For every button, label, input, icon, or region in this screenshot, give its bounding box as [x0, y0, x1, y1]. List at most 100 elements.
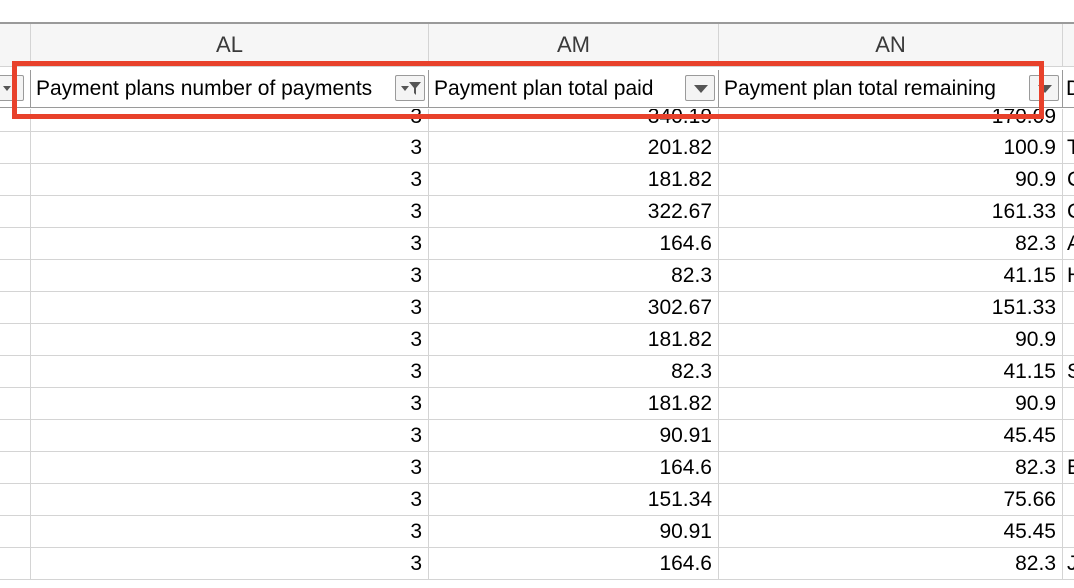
- cell-al[interactable]: 3: [31, 132, 429, 163]
- cell-an[interactable]: 161.33: [719, 196, 1063, 227]
- cell-partial[interactable]: [0, 548, 31, 579]
- cell-partial[interactable]: [0, 516, 31, 547]
- column-letter-al[interactable]: AL: [31, 24, 429, 66]
- cell-an[interactable]: 170.09: [719, 109, 1063, 131]
- cell-partial[interactable]: [0, 228, 31, 259]
- dropdown-arrow-icon[interactable]: [0, 75, 24, 101]
- cell-al[interactable]: 3: [31, 516, 429, 547]
- table-row[interactable]: 3 90.91 45.45: [0, 516, 1074, 548]
- dropdown-arrow-icon[interactable]: [1029, 75, 1059, 101]
- cell-an[interactable]: 90.9: [719, 388, 1063, 419]
- table-row[interactable]: 3 201.82 100.9 T: [0, 132, 1074, 164]
- cell-am[interactable]: 90.91: [429, 516, 719, 547]
- cell-am[interactable]: 181.82: [429, 324, 719, 355]
- cell-an[interactable]: 82.3: [719, 548, 1063, 579]
- cell-am[interactable]: 181.82: [429, 388, 719, 419]
- cell-am[interactable]: 164.6: [429, 548, 719, 579]
- cell-am[interactable]: 164.6: [429, 228, 719, 259]
- cell-al[interactable]: 3: [31, 324, 429, 355]
- column-letter-partial[interactable]: [0, 24, 31, 66]
- cell-partial[interactable]: [0, 324, 31, 355]
- cell-al[interactable]: 3: [31, 548, 429, 579]
- cell-partial[interactable]: [0, 356, 31, 387]
- cell-ao[interactable]: J: [1067, 552, 1074, 575]
- cell-partial[interactable]: [0, 164, 31, 195]
- table-row[interactable]: 3 164.6 82.3 J: [0, 548, 1074, 580]
- cell-al[interactable]: 3: [31, 356, 429, 387]
- column-letter-an[interactable]: AN: [719, 24, 1063, 66]
- cell-ao[interactable]: [1063, 292, 1074, 323]
- cell-am[interactable]: 181.82: [429, 164, 719, 195]
- cell-ao[interactable]: [1063, 516, 1074, 547]
- table-row-partial[interactable]: 3 340.19 170.09: [0, 109, 1074, 132]
- cell-partial[interactable]: [0, 292, 31, 323]
- cell-partial[interactable]: [0, 132, 31, 163]
- cell-am[interactable]: 82.3: [429, 260, 719, 291]
- cell-am[interactable]: 201.82: [429, 132, 719, 163]
- column-letter-am[interactable]: AM: [429, 24, 719, 66]
- header-cell-partial[interactable]: [0, 70, 31, 108]
- cell-an[interactable]: 82.3: [719, 228, 1063, 259]
- cell-ao[interactable]: [1063, 484, 1074, 515]
- column-letter-ao[interactable]: [1063, 24, 1074, 66]
- cell-al[interactable]: 3: [31, 452, 429, 483]
- table-row[interactable]: 3 181.82 90.9: [0, 324, 1074, 356]
- cell-ao[interactable]: A: [1063, 228, 1074, 259]
- filter-funnel-icon[interactable]: [395, 75, 425, 101]
- header-cell-payment-plan-total-remaining[interactable]: Payment plan total remaining: [719, 70, 1063, 108]
- cell-an[interactable]: 90.9: [719, 324, 1063, 355]
- cell-an[interactable]: 41.15: [719, 260, 1063, 291]
- cell-al[interactable]: 3: [31, 228, 429, 259]
- cell-am[interactable]: 151.34: [429, 484, 719, 515]
- cell-an[interactable]: 151.33: [719, 292, 1063, 323]
- dropdown-arrow-icon[interactable]: [685, 75, 715, 101]
- cell-an[interactable]: 45.45: [719, 420, 1063, 451]
- table-row[interactable]: 3 90.91 45.45: [0, 420, 1074, 452]
- cell-ao[interactable]: [1063, 388, 1074, 419]
- cell-ao[interactable]: C: [1063, 196, 1074, 227]
- cell-an[interactable]: 45.45: [719, 516, 1063, 547]
- cell-partial[interactable]: [0, 484, 31, 515]
- header-cell-payment-plans-number[interactable]: Payment plans number of payments: [31, 70, 429, 108]
- table-row[interactable]: 382.341.15S: [0, 356, 1074, 388]
- cell-am[interactable]: 322.67: [429, 196, 719, 227]
- cell-ao[interactable]: [1063, 324, 1074, 355]
- cell-am[interactable]: 164.6: [429, 452, 719, 483]
- cell-an[interactable]: 100.9: [719, 132, 1063, 163]
- cell-al[interactable]: 3: [31, 196, 429, 227]
- header-cell-ao[interactable]: D: [1063, 70, 1074, 108]
- cell-partial[interactable]: [0, 260, 31, 291]
- cell-partial[interactable]: [0, 452, 31, 483]
- cell-ao[interactable]: S: [1063, 356, 1074, 387]
- table-row[interactable]: 3 302.67 151.33: [0, 292, 1074, 324]
- cell-partial[interactable]: [0, 109, 31, 131]
- cell-al[interactable]: 3: [31, 420, 429, 451]
- cell-ao[interactable]: C: [1063, 164, 1074, 195]
- cell-an[interactable]: 90.9: [719, 164, 1063, 195]
- cell-am[interactable]: 302.67: [429, 292, 719, 323]
- cell-am[interactable]: 340.19: [429, 109, 719, 131]
- cell-al[interactable]: 3: [31, 164, 429, 195]
- cell-ao[interactable]: T: [1067, 136, 1074, 159]
- cell-an[interactable]: 82.3: [719, 452, 1063, 483]
- cell-al[interactable]: 3: [31, 388, 429, 419]
- cell-al[interactable]: 3: [31, 484, 429, 515]
- cell-am[interactable]: 90.91: [429, 420, 719, 451]
- cell-ao[interactable]: [1063, 420, 1074, 451]
- cell-an[interactable]: 75.66: [719, 484, 1063, 515]
- cell-al[interactable]: 3: [31, 109, 429, 131]
- cell-partial[interactable]: [0, 196, 31, 227]
- cell-ao[interactable]: [1063, 109, 1074, 131]
- table-row[interactable]: 3 181.82 90.9: [0, 388, 1074, 420]
- cell-am[interactable]: 82.3: [429, 356, 719, 387]
- cell-partial[interactable]: [0, 420, 31, 451]
- cell-al[interactable]: 3: [31, 260, 429, 291]
- table-row[interactable]: 382.341.15H: [0, 260, 1074, 292]
- table-row[interactable]: 3 151.34 75.66: [0, 484, 1074, 516]
- cell-al[interactable]: 3: [31, 292, 429, 323]
- cell-ao[interactable]: H: [1063, 260, 1074, 291]
